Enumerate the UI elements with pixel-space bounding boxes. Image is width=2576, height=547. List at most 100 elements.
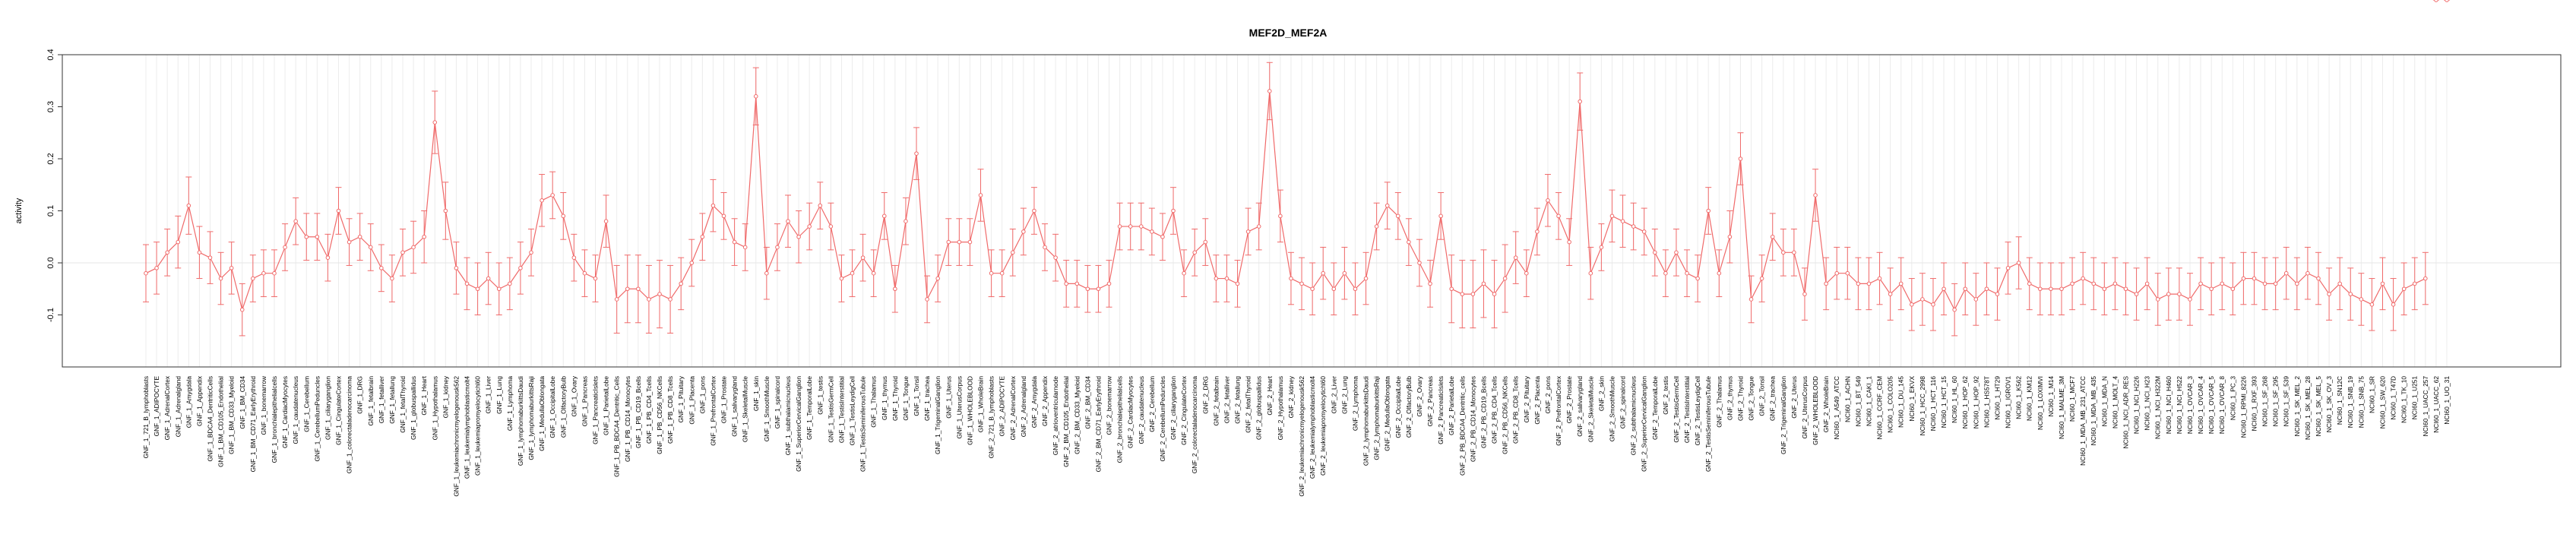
x-tick-label: GNF_2_Prostate	[1565, 376, 1573, 424]
data-point	[325, 255, 331, 260]
x-tick-label: GNF_2_TestisGermCell	[1673, 376, 1680, 443]
x-tick-label: GNF_1_CingulateCortex	[335, 375, 343, 445]
data-point	[946, 239, 951, 245]
data-point	[379, 266, 384, 270]
x-tick-label: GNF_1_TemporalLobe	[805, 376, 813, 440]
data-point	[1631, 224, 1636, 229]
data-point	[1224, 276, 1229, 281]
data-point	[2241, 276, 2246, 281]
data-point	[1695, 276, 1700, 281]
data-point	[411, 245, 416, 250]
x-tick-label: NCI60_1_SNB_19	[2347, 376, 2354, 428]
x-tick-label: NCI60_1_LOXIMVI	[2036, 376, 2044, 430]
x-tick-label: GNF_1_WholeBrain	[977, 376, 985, 433]
x-tick-label: NCI60_1_HOP_62	[1961, 376, 1969, 429]
data-point	[1289, 276, 1293, 281]
data-point	[2230, 286, 2236, 292]
x-tick-label: GNF_2_Thyroid	[1736, 376, 1744, 421]
data-point	[2348, 292, 2353, 296]
x-tick-label: GNF_2_spinalcord	[1619, 376, 1627, 429]
data-point	[967, 239, 973, 245]
data-point	[1342, 270, 1347, 276]
x-tick-label: GNF_2_DRG	[1201, 376, 1209, 414]
data-point	[2123, 286, 2128, 292]
data-point	[1203, 239, 1208, 245]
x-tick-label: GNF_1_TestisInterstitial	[837, 376, 845, 443]
data-point	[775, 245, 780, 250]
x-tick-label: GNF_1_WHOLEBLOOD	[966, 376, 973, 445]
x-tick-label: GNF_1_PB_CD19_Bcells	[635, 376, 642, 448]
x-tick-label: GNF_1_OlfactoryBulb	[559, 376, 567, 438]
x-tick-label: GNF_1_pons	[698, 376, 706, 413]
x-tick-label: GNF_1_leukemialymphoblasticmolt4	[464, 376, 471, 479]
x-tick-label: GNF_1_globuspallidus	[410, 376, 417, 440]
x-tick-label: NCI60_1_IGROV1	[2005, 376, 2012, 428]
x-tick-labels: GNF_1_721_B_lymphoblasts GNF_1_ADIPOCYTE G…	[142, 375, 2451, 497]
y-tick-label: 0.1	[46, 205, 55, 217]
data-point	[2359, 297, 2364, 302]
data-point	[1792, 250, 1796, 255]
data-point	[1813, 193, 1818, 198]
x-tick-label: GNF_2_PB_CD56_NKCells	[1502, 376, 1509, 454]
data-point	[2198, 281, 2203, 286]
y-axis-label: activity	[14, 198, 24, 223]
x-tick-label: NCI60_1_SW_620	[2378, 376, 2386, 429]
x-tick-label: GNF_1_ParietalLobe	[603, 376, 610, 435]
x-tick-label: GNF_2_Amygdala	[1030, 376, 1038, 428]
data-point	[1353, 286, 1358, 292]
data-point	[1192, 250, 1198, 255]
x-tick-label: GNF_2_TestisSeminiferousTubule	[1704, 376, 1712, 472]
data-point	[2049, 286, 2053, 292]
x-tick-label: GNF_1_Thalamus	[870, 376, 878, 428]
data-point	[176, 239, 181, 245]
data-point	[2380, 281, 2385, 286]
x-tick-label: GNF_1_Lymphoma	[506, 376, 514, 431]
data-point	[2423, 276, 2428, 281]
data-point	[1802, 292, 1807, 296]
data-point	[2434, 0, 2438, 2]
data-point	[229, 266, 234, 270]
data-point	[529, 250, 533, 255]
x-tick-label: GNF_1_ciliaryganglion	[324, 376, 331, 440]
data-point	[1117, 224, 1122, 229]
x-tick-label: GNF_1_fetallung	[388, 376, 396, 424]
data-point	[860, 255, 866, 260]
data-point	[239, 307, 245, 312]
x-tick-label: GNF_2_lymphomaburkittsRaji	[1373, 376, 1381, 460]
x-tick-label: NCI60_1_SF_539	[2283, 376, 2290, 427]
x-tick-label: GNF_1_TrigeminalGanglion	[934, 376, 941, 454]
data-point	[422, 234, 426, 239]
x-tick-label: GNF_2_TestisLeydigCell	[1694, 376, 1701, 445]
data-point	[603, 219, 609, 224]
data-point	[454, 266, 459, 270]
x-tick-label: GNF_2_Thalamus	[1715, 376, 1723, 428]
data-point	[2091, 281, 2097, 286]
data-point	[1363, 276, 1369, 281]
data-point	[1502, 276, 1508, 281]
x-tick-label: GNF_1_spinalcord	[774, 376, 781, 429]
data-point	[1481, 281, 1486, 286]
x-tick-label: GNF_1_Tonsil	[913, 376, 920, 416]
data-point	[2070, 281, 2074, 286]
x-tick-label: GNF_2_SkeletalMuscle	[1587, 376, 1594, 443]
data-point	[871, 270, 876, 276]
data-point	[1064, 281, 1068, 286]
x-tick-label: GNF_2_Ovary	[1416, 375, 1423, 416]
x-tick-label: NCI60_1_OVCAR_3	[2186, 376, 2194, 434]
data-point	[1460, 292, 1465, 296]
data-point	[914, 151, 919, 156]
data-point	[272, 270, 277, 276]
data-point	[850, 270, 855, 276]
data-point	[2144, 281, 2150, 286]
data-point	[2209, 286, 2214, 292]
data-point	[1374, 224, 1379, 229]
x-tick-label: GNF_2_BM_CD34	[1084, 376, 1091, 429]
x-tick-label: NCI60_1_MDA_MB_435	[2090, 376, 2097, 446]
data-point	[2305, 270, 2310, 276]
x-tick-label: GNF_2_TestisInterstitial	[1683, 376, 1691, 443]
data-point	[2027, 281, 2032, 286]
data-point	[2155, 297, 2160, 302]
data-point	[261, 270, 266, 276]
x-tick-label: GNF_2_Placenta	[1533, 376, 1541, 425]
